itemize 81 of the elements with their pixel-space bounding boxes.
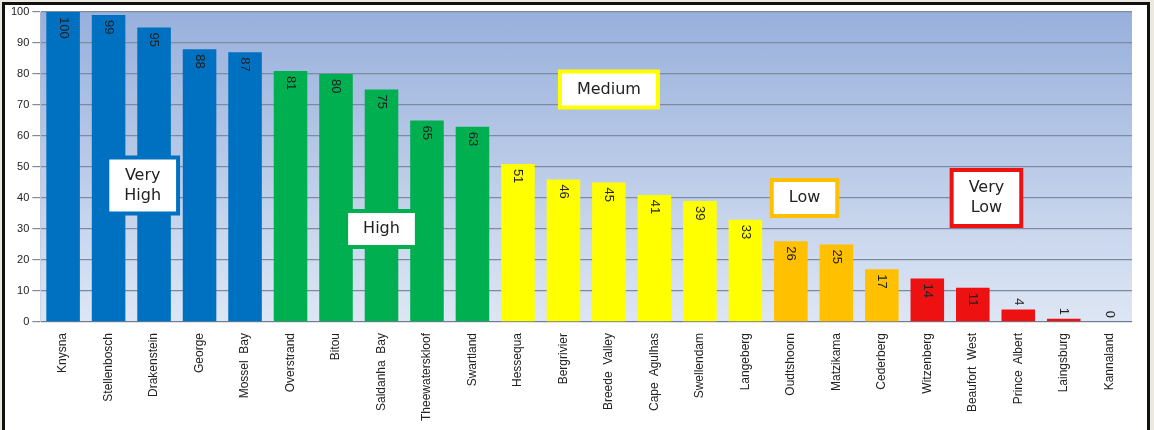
x-tick-label: Swellendam (692, 332, 707, 399)
x-tick-label: Stellenbosch (100, 332, 115, 402)
data-label: 45 (602, 187, 618, 202)
y-tick-label: 0 (23, 314, 30, 327)
data-label: 99 (102, 20, 117, 35)
y-tick-label: 20 (17, 253, 30, 265)
x-tick-label: Bergrivier (555, 332, 570, 385)
data-label: 41 (647, 199, 663, 215)
bar (728, 219, 763, 322)
data-label: 11 (966, 292, 982, 307)
data-label: 39 (693, 206, 709, 221)
y-tick-label: 70 (17, 98, 30, 111)
bar (501, 163, 535, 322)
annotation: Low (788, 187, 821, 207)
x-tick-label: Hessequa (510, 332, 525, 387)
data-label: 1 (1057, 307, 1073, 315)
y-tick-label: 40 (17, 191, 30, 204)
x-tick-label: Witzenberg (919, 332, 934, 394)
bar (455, 126, 490, 322)
x-tick-label: Prince Albert (1010, 332, 1025, 405)
x-tick-label: Oudtshoorn (783, 332, 798, 396)
x-tick-label: Mossel Bay (237, 332, 252, 399)
data-label: 81 (283, 75, 299, 91)
data-label: 75 (374, 94, 390, 109)
bar (546, 179, 581, 322)
data-label: 87 (238, 57, 254, 72)
bar (1001, 309, 1036, 322)
annotation: Very Low (968, 177, 1005, 217)
bar (683, 201, 717, 322)
x-tick-label: Cape Agulhas (646, 332, 661, 412)
bar (228, 52, 262, 322)
bar (637, 194, 672, 322)
data-label: 4 (1011, 298, 1027, 306)
y-tick-label: 30 (17, 222, 30, 234)
annotation: Medium (576, 78, 641, 98)
x-tick-label: Swartland (464, 332, 479, 387)
y-tick-label: 90 (17, 36, 30, 49)
annotation: Very High (124, 164, 162, 204)
bar (910, 278, 945, 322)
x-tick-label: Kannaland (1101, 332, 1116, 391)
data-label: 33 (738, 224, 754, 240)
data-label: 17 (875, 274, 891, 289)
data-label: 80 (329, 78, 345, 94)
bar (182, 49, 217, 322)
data-label: 51 (511, 168, 527, 184)
x-tick-label: Matzikama (828, 332, 843, 391)
data-label: 25 (829, 249, 845, 264)
y-tick-label: 10 (17, 283, 30, 296)
data-label: 95 (147, 32, 163, 47)
x-tick-label: Breede Valley (601, 332, 616, 411)
bar (819, 244, 854, 322)
x-tick-label: Laingsburg (1056, 332, 1071, 393)
data-label: 63 (465, 131, 481, 147)
bar (956, 287, 990, 322)
x-tick-label: George (191, 332, 206, 373)
x-tick-label: Theewaterskloof (419, 332, 434, 421)
bar (865, 269, 899, 322)
data-label: 0 (1102, 310, 1118, 318)
data-label: 46 (556, 184, 572, 199)
bar (273, 70, 308, 322)
data-label: 26 (784, 246, 800, 261)
bar (592, 182, 626, 322)
y-tick-label: 60 (17, 129, 30, 142)
data-label: 65 (420, 125, 436, 140)
x-tick-label: Beaufort West (965, 332, 980, 413)
x-tick-label: Knysna (55, 332, 70, 373)
bar (46, 12, 80, 322)
x-tick-label: Saldanha Bay (373, 332, 388, 412)
data-label: 100 (56, 17, 72, 39)
y-tick-label: 100 (10, 5, 30, 18)
annotation: High (363, 218, 400, 238)
y-tick-label: 50 (17, 160, 30, 173)
x-tick-label: Langeberg (737, 332, 752, 391)
x-tick-label: Cederberg (874, 332, 889, 390)
x-tick-label: Bitou (328, 332, 343, 361)
x-tick-label: Overstrand (282, 332, 297, 393)
data-label: 88 (192, 54, 208, 69)
x-tick-label: Drakenstein (146, 332, 161, 397)
data-label: 14 (920, 283, 936, 299)
y-tick-label: 80 (17, 67, 30, 80)
bar (774, 241, 808, 322)
